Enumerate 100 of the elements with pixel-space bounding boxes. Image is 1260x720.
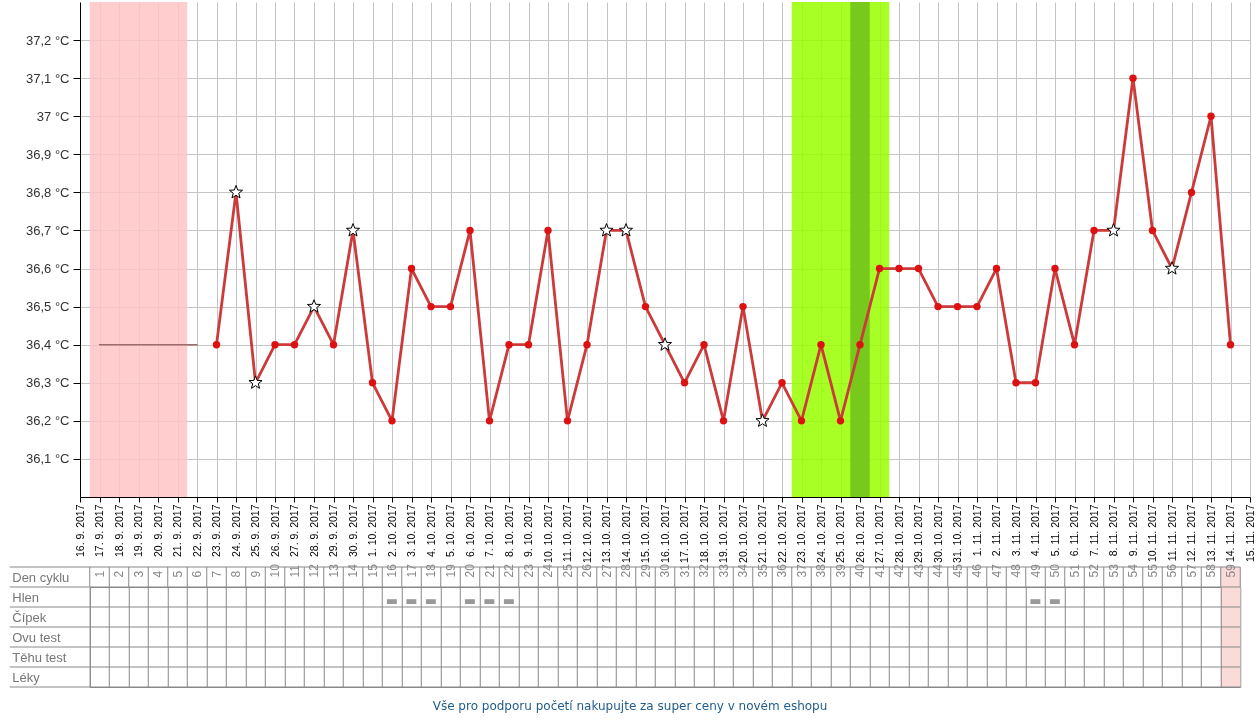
point — [345, 223, 361, 237]
text: ▬ — [405, 593, 418, 608]
x-tick-label: 17 — [404, 563, 419, 578]
x-tick-label: 28. 9. 2017 — [307, 504, 320, 558]
x-tick-label: 14. 10. 2017 — [619, 504, 632, 563]
point — [973, 302, 981, 311]
x-tick-label: 59 — [1223, 563, 1238, 578]
x-tick-label: 50 — [1048, 563, 1062, 578]
point — [563, 417, 572, 425]
point — [934, 302, 942, 311]
point — [992, 264, 1001, 273]
x-tick-label: 30. 9. 2017 — [346, 504, 359, 558]
point — [248, 375, 263, 389]
y-tick-label: Čípek — [12, 609, 47, 625]
x-tick-label: 42 — [892, 563, 906, 578]
text: ▬ — [483, 593, 496, 608]
x-tick-label: 16 — [385, 563, 399, 578]
point — [680, 379, 689, 387]
x-tick-label: 38 — [814, 563, 828, 578]
point — [329, 340, 338, 349]
x-tick-label: 33 — [716, 563, 731, 578]
point — [368, 379, 377, 387]
x-tick-label: 1. 11. 2017 — [970, 504, 983, 557]
x-tick-label: 4 — [151, 570, 165, 578]
point — [228, 184, 244, 199]
point — [485, 417, 494, 425]
x-tick-label: 28. 10. 2017 — [892, 504, 905, 563]
x-tick-label: 3. 11. 2017 — [1009, 504, 1022, 557]
point — [407, 264, 416, 273]
x-tick-label: 54 — [1126, 563, 1140, 578]
x-tick-label: 23. 9. 2017 — [210, 504, 222, 558]
x-tick-label: 18 — [424, 563, 438, 578]
point — [544, 226, 552, 235]
x-tick-label: 57 — [1184, 563, 1199, 578]
x-tick-label: 13 — [326, 563, 341, 578]
x-tick-label: 37 — [794, 563, 809, 578]
y-tick-label: 36,1 °C — [25, 451, 70, 467]
x-tick-label: 36 — [775, 563, 789, 578]
point — [505, 340, 513, 349]
point — [1226, 340, 1235, 349]
text: ▬ — [463, 593, 477, 608]
x-tick-label: 44 — [931, 563, 945, 578]
x-tick-label: 12. 11. 2017 — [1185, 504, 1197, 563]
point — [895, 264, 903, 273]
x-tick-label: 21 — [482, 563, 497, 578]
x-tick-label: 3. 10. 2017 — [405, 504, 417, 558]
x-tick-label: 19 — [443, 563, 458, 578]
y-tick-label: Léky — [12, 669, 41, 685]
x-tick-label: 9. 11. 2017 — [1126, 504, 1139, 557]
x-tick-label: 5. 10. 2017 — [444, 504, 456, 558]
x-tick-label: 30. 10. 2017 — [931, 504, 944, 563]
x-tick-label: 1 — [92, 570, 107, 578]
y-tick-label: 37,2 °C — [25, 32, 70, 48]
x-tick-label: 8 — [229, 570, 243, 578]
x-tick-label: 3 — [131, 570, 146, 578]
x-tick-label: 6. 11. 2017 — [1068, 504, 1080, 557]
x-tick-label: 29 — [638, 563, 653, 578]
x-tick-label: 7 — [209, 570, 224, 578]
text: Vše pro podporu početí nakupujte za super ceny v novém eshopu — [431, 699, 829, 713]
x-tick-label: 25. 10. 2017 — [834, 504, 846, 563]
x-tick-label: 41 — [872, 563, 887, 578]
x-tick-label: 2. 11. 2017 — [990, 504, 1002, 557]
x-tick-label: 27 — [599, 563, 614, 578]
point — [875, 264, 884, 273]
x-tick-label: 20. 9. 2017 — [151, 504, 164, 558]
point — [524, 340, 533, 349]
x-tick-label: 34 — [736, 563, 750, 578]
point — [817, 340, 825, 349]
x-tick-label: 8. 11. 2017 — [1107, 504, 1119, 557]
point — [914, 264, 923, 273]
point — [212, 340, 221, 349]
point — [446, 302, 455, 311]
x-tick-label: 19. 9. 2017 — [132, 504, 144, 558]
x-tick-label: 25. 9. 2017 — [249, 504, 261, 558]
point — [856, 340, 864, 349]
point — [1090, 226, 1098, 235]
point — [657, 337, 673, 351]
x-tick-label: 10 — [268, 563, 282, 578]
point — [641, 302, 650, 311]
text: ▬ — [385, 593, 399, 608]
x-tick-label: 10. 10. 2017 — [541, 504, 554, 563]
x-axis-title: Den cyklu — [12, 569, 70, 585]
y-tick-label: 36,5 °C — [25, 299, 70, 315]
x-tick-label: 24. 10. 2017 — [814, 504, 827, 563]
x-tick-label: 43 — [911, 563, 926, 578]
point — [1106, 223, 1121, 237]
x-tick-label: 11 — [287, 564, 302, 578]
text: ▬ — [1029, 593, 1042, 608]
x-tick-label: 7. 11. 2017 — [1087, 504, 1100, 557]
y-tick-label: 37 °C — [36, 108, 70, 124]
point — [797, 417, 806, 425]
x-tick-label: 7. 10. 2017 — [483, 504, 495, 558]
x-tick-label: 13. 10. 2017 — [600, 504, 612, 563]
x-tick-label: 22 — [502, 563, 516, 578]
x-tick-label: 53 — [1106, 563, 1121, 578]
x-tick-label: 11. 11. 2017 — [1165, 504, 1178, 562]
x-tick-label: 26. 10. 2017 — [853, 504, 866, 563]
point — [466, 226, 474, 235]
x-tick-label: 26 — [580, 563, 594, 578]
x-tick-label: 14. 11. 2017 — [1224, 504, 1236, 563]
